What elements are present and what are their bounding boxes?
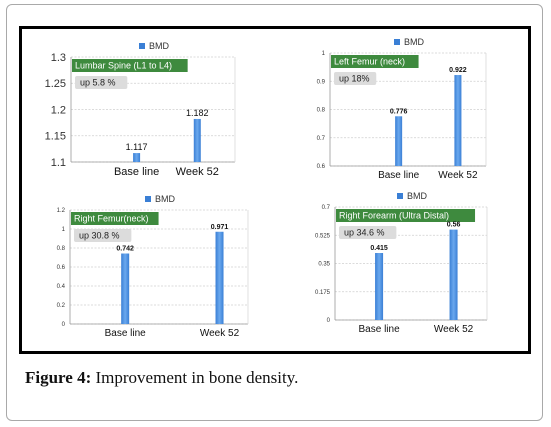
bar-value-label: 0.971 [211,224,229,231]
change-badge: up 34.6 % [344,228,385,238]
bar-week-52 [193,118,201,162]
region-label: Right Forearm (Ultra Distal) [339,211,449,221]
x-category-label: Week 52 [200,328,240,339]
chart-right-forearm: 0 0.175 0.35 0.525 0.7 BMD Right Forearm (Ultr… [295,190,505,348]
bar-week-52 [215,231,224,324]
y-tick-label: 0.175 [315,290,331,296]
bar-value-label: 0.922 [449,67,467,74]
y-tick-label: 1.2 [51,104,66,116]
region-label: Left Femur (neck) [334,57,405,67]
legend-swatch [139,43,145,49]
region-label: Lumbar Spine (L1 to L4) [75,61,172,71]
x-category-label: Base line [378,170,420,181]
bar-value-label: 0.742 [116,246,134,253]
legend-label: BMD [407,191,428,201]
y-tick-label: 0.8 [317,108,326,114]
y-tick-label: 1.2 [57,208,66,214]
legend-swatch [145,196,151,202]
x-category-label: Week 52 [434,324,474,335]
x-category-label: Week 52 [176,166,219,178]
bar-value-label: 1.117 [126,142,148,152]
region-label-bg [336,209,476,222]
y-tick-label: 0.9 [317,79,326,85]
chart-lumbar-spine: 1.1 1.15 1.2 1.25 1.3 BMD Lumbar Spine (L1 to … [30,38,262,182]
y-tick-label: 1 [322,51,326,57]
bar-value-label: 0.415 [370,245,388,252]
bar-value-label: 1.182 [186,108,209,118]
region-label: Right Femur(neck) [74,214,149,224]
region-label-bg [331,55,419,68]
chart-svg: 1.1 1.15 1.2 1.25 1.3 BMD Lumbar Spine (L1 to … [45,41,236,178]
bar-value-label: 0.776 [390,108,408,115]
chart-svg: 0.6 0.7 0.8 0.9 1 BMD Left Femur (neck) up 18% 0… [317,37,487,181]
region-label-bg [72,59,188,72]
legend-label: BMD [149,41,170,51]
bar-base-line [375,253,384,320]
y-tick-label: 1.1 [51,157,66,169]
change-badge-bg [334,72,377,85]
bar-week-52 [449,229,458,320]
legend-swatch [394,39,400,45]
x-category-label: Week 52 [438,170,478,181]
y-tick-label: 0.525 [315,233,331,239]
page-frame [6,4,543,421]
change-badge-bg [74,229,132,242]
chart-svg: 0 0.2 0.4 0.6 0.8 1 1.2 BMD Right Femur(neck) up … [57,194,249,339]
region-label-bg [71,212,159,225]
change-badge: up 5.8 % [80,78,116,88]
figure-box [19,26,531,354]
bar-base-line [133,153,141,162]
y-tick-label: 1.25 [45,78,66,90]
legend-label: BMD [404,37,425,47]
bar-week-52 [454,75,462,166]
caption-label: Figure 4: [25,368,92,387]
y-tick-label: 0.4 [57,284,66,290]
change-badge-bg [75,76,128,89]
bar-base-line [395,116,403,166]
x-category-label: Base line [105,328,147,339]
y-tick-label: 0.6 [57,265,66,271]
legend-label: BMD [155,194,176,204]
y-tick-label: 1.15 [45,131,66,143]
y-tick-label: 0.35 [318,262,330,268]
x-category-label: Base line [359,324,401,335]
figure-caption: Figure 4: Improvement in bone density. [25,368,298,388]
y-tick-label: 0.6 [317,164,326,170]
change-badge: up 30.8 % [79,231,120,241]
y-tick-label: 0.8 [57,246,66,252]
y-tick-label: 1 [62,227,66,233]
y-tick-label: 0 [327,318,331,324]
bar-value-label: 0.56 [447,222,461,229]
y-tick-label: 1.3 [51,52,66,64]
y-tick-label: 0.7 [322,205,331,211]
change-badge: up 18% [339,74,370,84]
caption-text: Improvement in bone density. [95,368,299,387]
y-tick-label: 0 [62,322,66,328]
chart-right-femur: 0 0.2 0.4 0.6 0.8 1 1.2 BMD Right Femur(neck) up … [30,194,262,344]
y-tick-label: 0.2 [57,303,66,309]
legend-swatch [397,193,403,199]
y-tick-label: 0.7 [317,136,326,142]
change-badge-bg [339,226,397,239]
bar-base-line [121,253,130,324]
chart-svg: 0 0.175 0.35 0.525 0.7 BMD Right Forearm (Ultr… [315,191,488,335]
chart-left-femur: 0.6 0.7 0.8 0.9 1 BMD Left Femur (neck) up 18% 0… [290,32,500,188]
x-category-label: Base line [114,166,159,178]
